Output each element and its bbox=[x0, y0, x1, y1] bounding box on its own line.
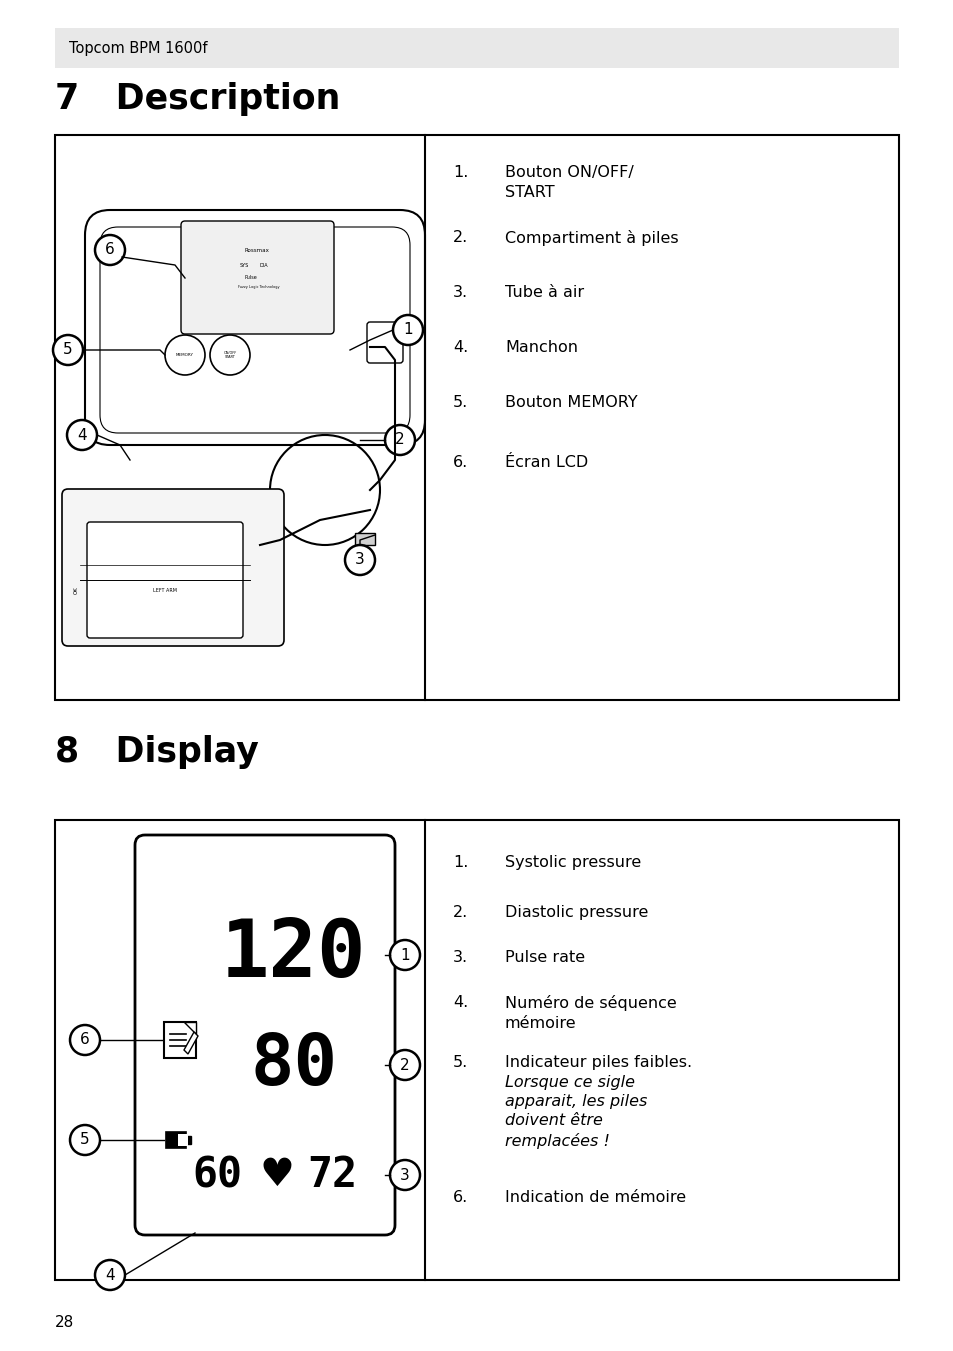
Text: 80: 80 bbox=[250, 1031, 337, 1100]
Text: SYS: SYS bbox=[240, 263, 249, 267]
Text: Rossmax: Rossmax bbox=[244, 249, 269, 253]
Text: 72: 72 bbox=[307, 1154, 356, 1196]
Bar bbox=[355, 534, 375, 544]
Text: Pulse: Pulse bbox=[245, 276, 257, 280]
Text: Lorsque ce sigle
apparait, les piles
doivent être
remplacées !: Lorsque ce sigle apparait, les piles doi… bbox=[504, 1075, 647, 1148]
Text: 2.: 2. bbox=[453, 230, 468, 245]
Circle shape bbox=[390, 1161, 419, 1190]
Text: 8   Display: 8 Display bbox=[55, 735, 258, 769]
Circle shape bbox=[210, 335, 250, 376]
Text: Indication de mémoire: Indication de mémoire bbox=[504, 1190, 685, 1205]
Text: ON/OFF
START: ON/OFF START bbox=[223, 351, 236, 359]
Circle shape bbox=[385, 426, 415, 455]
Text: 1: 1 bbox=[399, 947, 410, 962]
Text: 4.: 4. bbox=[453, 340, 468, 355]
Text: Pulse rate: Pulse rate bbox=[504, 950, 584, 965]
Text: 2: 2 bbox=[395, 432, 404, 447]
Text: 1: 1 bbox=[403, 323, 413, 338]
Bar bbox=[178, 1133, 188, 1146]
Circle shape bbox=[165, 335, 205, 376]
Circle shape bbox=[390, 1050, 419, 1079]
FancyBboxPatch shape bbox=[135, 835, 395, 1235]
FancyBboxPatch shape bbox=[367, 322, 402, 363]
FancyBboxPatch shape bbox=[181, 222, 334, 334]
Text: 4.: 4. bbox=[453, 994, 468, 1011]
Bar bbox=[164, 1021, 195, 1058]
Text: 6.: 6. bbox=[453, 1190, 468, 1205]
Text: ♥: ♥ bbox=[259, 1156, 294, 1194]
Text: Manchon: Manchon bbox=[504, 340, 578, 355]
Text: 2.: 2. bbox=[453, 905, 468, 920]
Text: Écran LCD: Écran LCD bbox=[504, 455, 588, 470]
Text: Numéro de séquence
mémoire: Numéro de séquence mémoire bbox=[504, 994, 676, 1031]
Circle shape bbox=[393, 315, 422, 345]
FancyBboxPatch shape bbox=[87, 521, 243, 638]
Circle shape bbox=[95, 1260, 125, 1290]
Circle shape bbox=[95, 235, 125, 265]
Bar bbox=[55, 135, 898, 700]
Text: Fuzzy Logic Technology: Fuzzy Logic Technology bbox=[237, 285, 279, 289]
Text: 3: 3 bbox=[399, 1167, 410, 1182]
Text: Bouton MEMORY: Bouton MEMORY bbox=[504, 394, 637, 409]
Text: 6: 6 bbox=[105, 242, 114, 258]
Bar bbox=[186, 1136, 191, 1144]
FancyBboxPatch shape bbox=[62, 489, 284, 646]
FancyBboxPatch shape bbox=[85, 209, 424, 444]
FancyBboxPatch shape bbox=[100, 227, 410, 434]
Text: 6: 6 bbox=[80, 1032, 90, 1047]
Text: 5: 5 bbox=[63, 343, 72, 358]
Circle shape bbox=[345, 544, 375, 576]
Bar bbox=[166, 1132, 186, 1148]
Text: 5.: 5. bbox=[453, 394, 468, 409]
Text: 6.: 6. bbox=[453, 455, 468, 470]
Text: Bouton ON/OFF/
START: Bouton ON/OFF/ START bbox=[504, 165, 633, 200]
Text: 3.: 3. bbox=[453, 950, 468, 965]
Polygon shape bbox=[184, 1021, 195, 1034]
Text: Systolic pressure: Systolic pressure bbox=[504, 855, 640, 870]
Text: 1.: 1. bbox=[453, 165, 468, 180]
Text: 1.: 1. bbox=[453, 855, 468, 870]
Text: 120: 120 bbox=[221, 916, 366, 994]
Text: Topcom BPM 1600f: Topcom BPM 1600f bbox=[69, 41, 208, 55]
Text: MEMORY: MEMORY bbox=[175, 353, 193, 357]
Circle shape bbox=[53, 335, 83, 365]
Text: DIA: DIA bbox=[260, 263, 269, 267]
Text: Indicateur piles faibles.: Indicateur piles faibles. bbox=[504, 1055, 691, 1070]
Text: 4: 4 bbox=[105, 1267, 114, 1282]
Text: 5: 5 bbox=[80, 1132, 90, 1147]
Text: 5.: 5. bbox=[453, 1055, 468, 1070]
Circle shape bbox=[67, 420, 97, 450]
Text: 3: 3 bbox=[355, 553, 364, 567]
Bar bbox=[55, 820, 898, 1279]
Text: Tube à air: Tube à air bbox=[504, 285, 583, 300]
Bar bbox=[55, 28, 898, 68]
Polygon shape bbox=[184, 1032, 198, 1054]
Circle shape bbox=[70, 1025, 100, 1055]
Text: 7   Description: 7 Description bbox=[55, 82, 340, 116]
Text: OK: OK bbox=[74, 586, 79, 594]
Text: 60: 60 bbox=[192, 1154, 242, 1196]
Text: 3.: 3. bbox=[453, 285, 468, 300]
Circle shape bbox=[70, 1125, 100, 1155]
Circle shape bbox=[390, 940, 419, 970]
Text: 28: 28 bbox=[55, 1315, 74, 1329]
Text: 4: 4 bbox=[77, 427, 87, 443]
Text: 2: 2 bbox=[399, 1058, 410, 1073]
Text: LEFT ARM: LEFT ARM bbox=[152, 588, 177, 593]
Text: Diastolic pressure: Diastolic pressure bbox=[504, 905, 648, 920]
Text: Compartiment à piles: Compartiment à piles bbox=[504, 230, 678, 246]
